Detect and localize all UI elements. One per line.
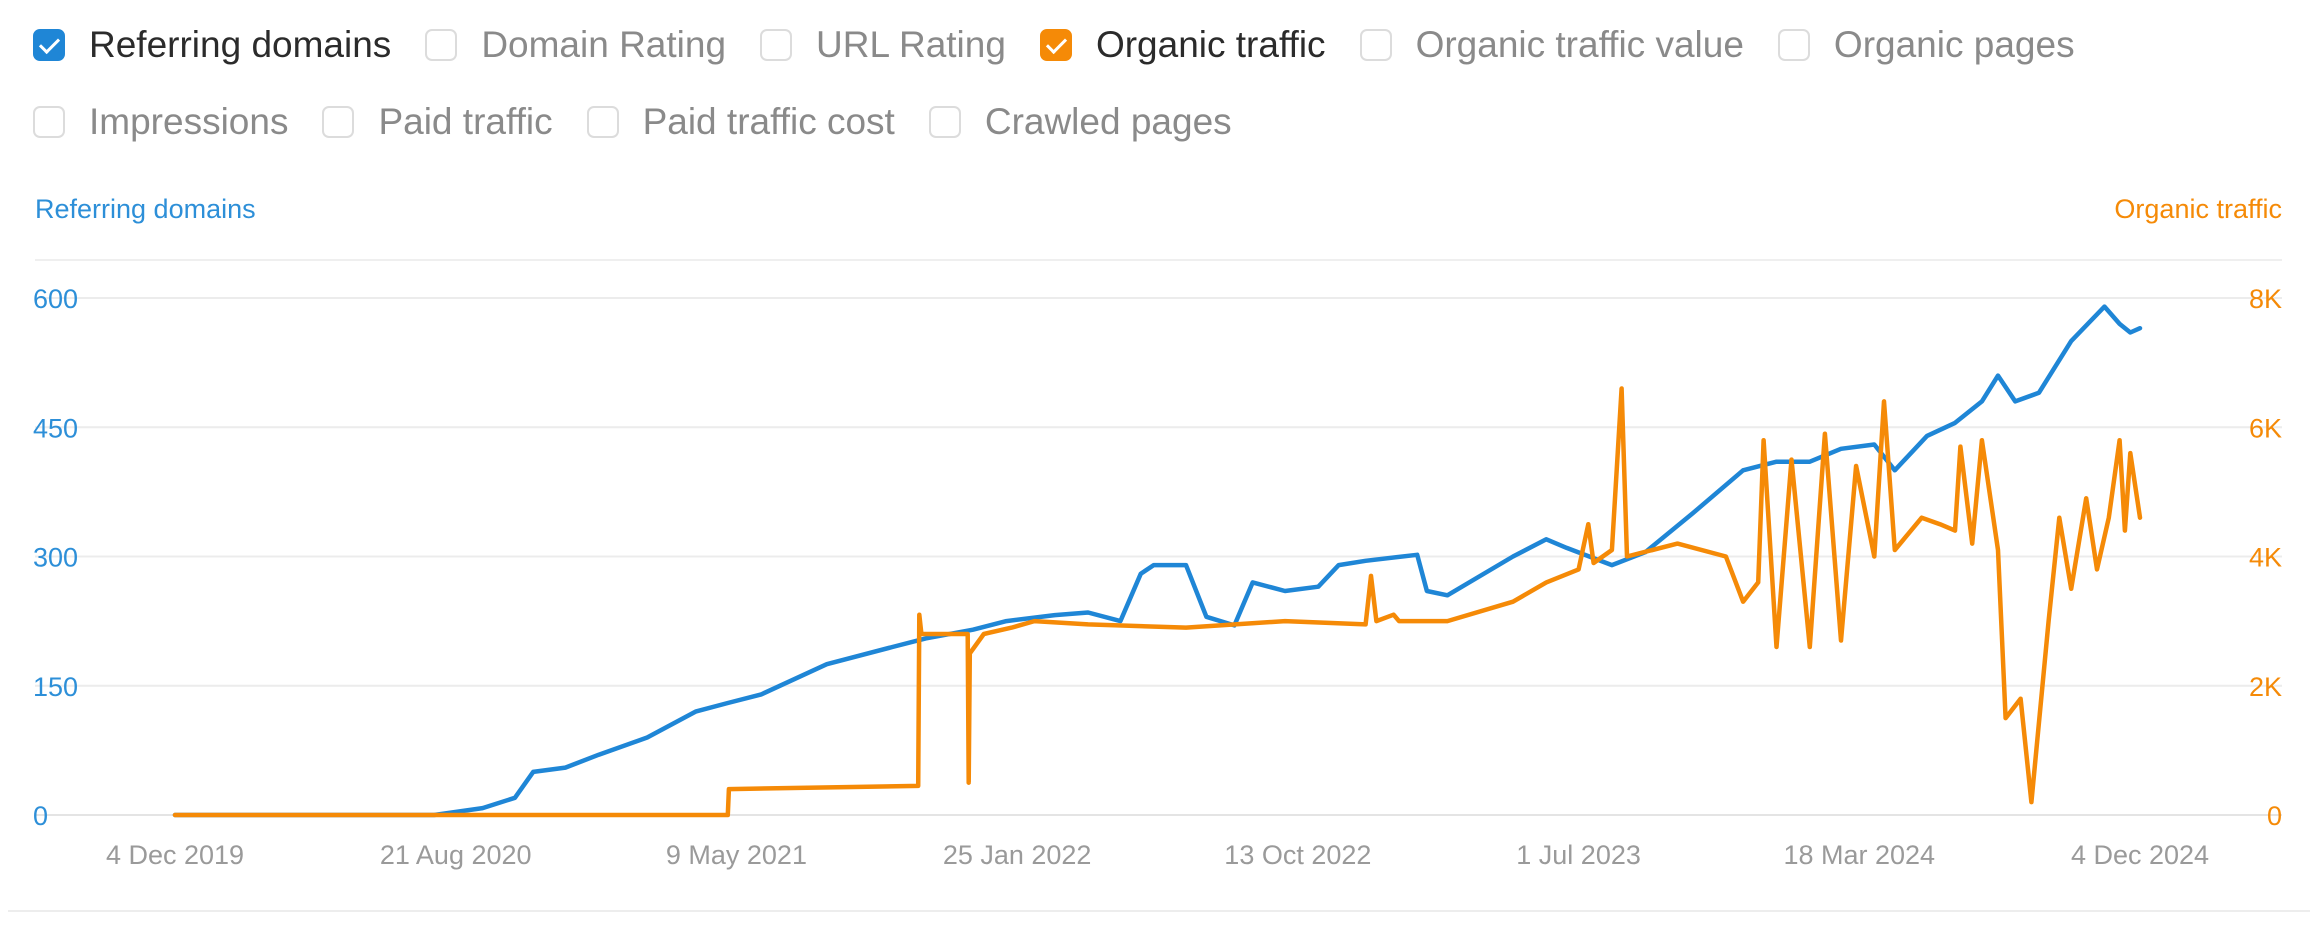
organic-pages-label: Organic pages bbox=[1833, 24, 2075, 65]
referring-domains-checkbox[interactable] bbox=[33, 29, 65, 61]
x-tick-label: 13 Oct 2022 bbox=[1224, 840, 1371, 870]
metric-referring-domains[interactable]: Referring domains bbox=[33, 24, 391, 66]
metric-url-rating[interactable]: URL Rating bbox=[760, 24, 1006, 66]
impressions-checkbox[interactable] bbox=[33, 106, 65, 138]
left-tick-label: 300 bbox=[33, 543, 78, 573]
metric-row-1: Referring domains Domain Rating URL Rati… bbox=[33, 24, 2109, 66]
left-tick-label: 600 bbox=[33, 284, 78, 314]
organic-pages-checkbox[interactable] bbox=[1777, 29, 1810, 61]
metric-paid-traffic-cost[interactable]: Paid traffic cost bbox=[586, 101, 895, 143]
right-tick-label: 6K bbox=[2249, 413, 2282, 443]
right-axis-title: Organic traffic bbox=[2114, 194, 2282, 224]
metric-row-2: Impressions Paid traffic Paid traffic co… bbox=[33, 101, 1266, 143]
left-tick-label: 0 bbox=[33, 801, 48, 831]
x-tick-label: 25 Jan 2022 bbox=[943, 840, 1092, 870]
right-tick-label: 8K bbox=[2249, 284, 2282, 314]
paid-traffic-cost-label: Paid traffic cost bbox=[642, 101, 895, 142]
impressions-label: Impressions bbox=[89, 101, 289, 142]
right-tick-label: 2K bbox=[2249, 672, 2282, 702]
x-tick-label: 9 May 2021 bbox=[666, 840, 807, 870]
referring-domains-label: Referring domains bbox=[89, 24, 392, 65]
organic-traffic-value-checkbox[interactable] bbox=[1359, 29, 1392, 61]
left-tick-label: 150 bbox=[33, 672, 78, 702]
organic-traffic-label: Organic traffic bbox=[1095, 24, 1326, 65]
bottom-divider bbox=[8, 910, 2310, 912]
metric-domain-rating[interactable]: Domain Rating bbox=[425, 24, 726, 66]
x-tick-label: 4 Dec 2024 bbox=[2071, 840, 2209, 870]
organic-traffic-value-label: Organic traffic value bbox=[1415, 24, 1744, 65]
url-rating-checkbox[interactable] bbox=[760, 29, 793, 61]
x-tick-label: 18 Mar 2024 bbox=[1783, 840, 1935, 870]
metric-paid-traffic[interactable]: Paid traffic bbox=[322, 101, 553, 143]
left-axis-title: Referring domains bbox=[35, 194, 256, 224]
x-tick-label: 21 Aug 2020 bbox=[380, 840, 532, 870]
right-tick-label: 4K bbox=[2249, 543, 2282, 573]
x-tick-label: 1 Jul 2023 bbox=[1516, 840, 1641, 870]
url-rating-label: URL Rating bbox=[816, 24, 1006, 65]
right-tick-label: 0 bbox=[2267, 801, 2282, 831]
metric-impressions[interactable]: Impressions bbox=[33, 101, 288, 143]
metric-crawled-pages[interactable]: Crawled pages bbox=[928, 101, 1232, 143]
organic-traffic-line bbox=[172, 386, 2143, 818]
domain-rating-label: Domain Rating bbox=[481, 24, 727, 65]
paid-traffic-cost-checkbox[interactable] bbox=[586, 106, 619, 138]
metric-organic-traffic[interactable]: Organic traffic bbox=[1039, 24, 1326, 66]
organic-traffic-checkbox[interactable] bbox=[1039, 29, 1072, 61]
paid-traffic-checkbox[interactable] bbox=[322, 106, 355, 138]
x-tick-label: 4 Dec 2019 bbox=[106, 840, 244, 870]
crawled-pages-label: Crawled pages bbox=[984, 101, 1232, 142]
metric-organic-traffic-value[interactable]: Organic traffic value bbox=[1359, 24, 1744, 66]
left-tick-label: 450 bbox=[33, 413, 78, 443]
crawled-pages-checkbox[interactable] bbox=[928, 106, 961, 138]
paid-traffic-label: Paid traffic bbox=[378, 101, 553, 142]
referring-domains-line bbox=[172, 304, 2143, 818]
metric-organic-pages[interactable]: Organic pages bbox=[1777, 24, 2075, 66]
domain-rating-checkbox[interactable] bbox=[425, 29, 458, 61]
